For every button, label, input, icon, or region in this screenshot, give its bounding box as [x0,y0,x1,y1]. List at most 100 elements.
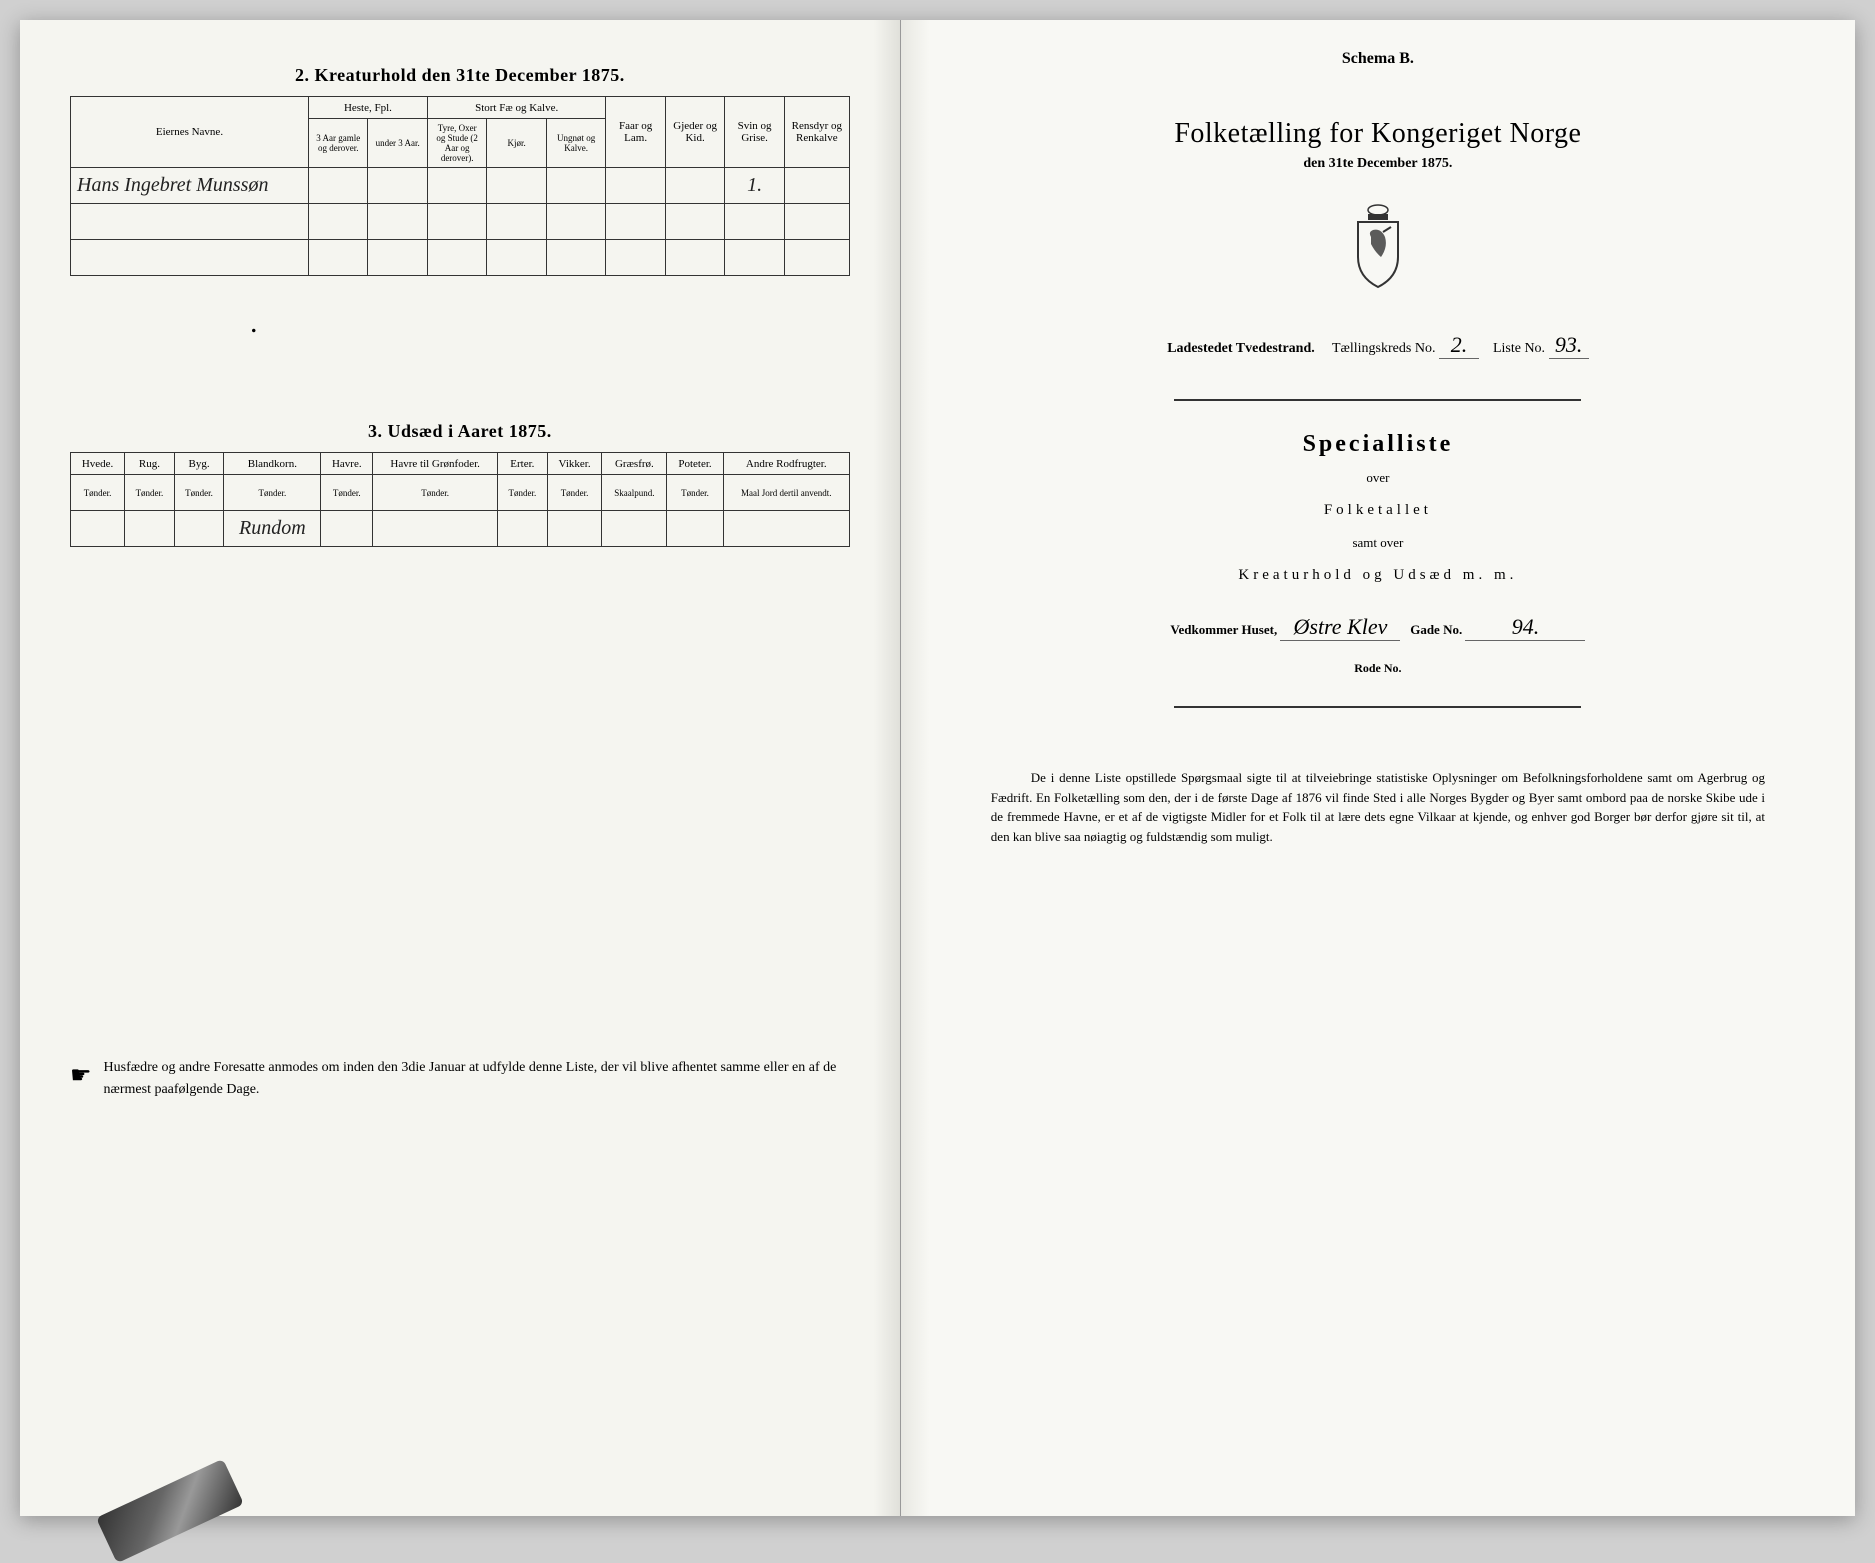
th-sub: Tønder. [498,475,548,511]
cell [665,204,724,240]
specialliste-title: Specialliste [971,431,1785,458]
cell [546,204,605,240]
th-sub: Tønder. [174,475,224,511]
liste-no: 93. [1549,332,1589,359]
cell [71,240,309,276]
kreds-label: Tællingskreds No. [1332,341,1435,356]
cell [308,168,367,204]
th-sub: Tønder. [321,475,373,511]
cell [784,168,849,204]
cell [308,204,367,240]
th-heste: Heste, Fpl. [308,97,427,119]
cell [308,240,367,276]
gade-label: Gade No. [1410,622,1462,637]
cell [487,204,546,240]
coat-of-arms-icon [1343,202,1413,292]
schema-label: Schema B. [971,50,1785,68]
cell [725,204,784,240]
th-ren: Rensdyr og Renkalve [784,97,849,168]
cell [368,168,427,204]
spec-folketallet: Folketallet [971,502,1785,519]
rode-line: Rode No. [971,661,1785,676]
th-faar: Faar og Lam. [606,97,665,168]
vedk-label: Vedkommer Huset, [1170,622,1277,637]
cell [606,240,665,276]
th-sub: Tønder. [71,475,125,511]
th-sub: Tønder. [224,475,321,511]
th-eiernes-navne: Eiernes Navne. [71,97,309,168]
th-gjeder: Gjeder og Kid. [665,97,724,168]
th-sub: Maal Jord dertil anvendt. [723,475,849,511]
spacer [70,577,850,977]
divider [1174,399,1581,401]
th-svin: Svin og Grise. [725,97,784,168]
table-row: Rundom [71,511,850,547]
table-row: Hans Ingebret Munssøn 1. [71,168,850,204]
th-hvede: Hvede. [71,453,125,475]
th-fae: Stort Fæ og Kalve. [427,97,605,119]
th-poteter: Poteter. [667,453,723,475]
cell [427,240,486,276]
vedkommer-line: Vedkommer Huset, Østre Klev Gade No. 94. [971,614,1785,641]
pen-object [96,1459,244,1563]
section2-title: 2. Kreaturhold den 31te December 1875. [70,65,850,86]
cell [667,511,723,547]
th-havre-gron: Havre til Grønfoder. [373,453,498,475]
main-title: Folketælling for Kongeriget Norge [971,118,1785,150]
th-heste-2: under 3 Aar. [368,119,427,168]
th-rug: Rug. [125,453,175,475]
th-havre: Havre. [321,453,373,475]
th-fae-1: Tyre, Oxer og Stude (2 Aar og derover). [427,119,486,168]
cell [427,168,486,204]
pointing-hand-icon: ☛ [70,1057,92,1095]
th-andre: Andre Rodfrugter. [723,453,849,475]
cell [487,240,546,276]
location-line: Ladestedet Tvedestrand. Tællingskreds No… [971,332,1785,359]
bottom-text: De i denne Liste opstillede Spørgsmaal s… [991,770,1765,844]
cell [321,511,373,547]
left-page: 2. Kreaturhold den 31te December 1875. E… [20,20,901,1516]
spacer: . [70,306,850,406]
cell [725,240,784,276]
seed-table: Hvede. Rug. Byg. Blandkorn. Havre. Havre… [70,452,850,547]
th-sub: Tønder. [667,475,723,511]
th-erter: Erter. [498,453,548,475]
spec-samt: samt over [971,535,1785,551]
right-page: Schema B. Folketælling for Kongeriget No… [901,20,1855,1516]
th-sub: Tønder. [373,475,498,511]
divider [1174,706,1581,708]
cell-svin: 1. [725,168,784,204]
cell [487,168,546,204]
cell [546,168,605,204]
gade-no: 94. [1465,614,1585,641]
cell [125,511,175,547]
book-spread: 2. Kreaturhold den 31te December 1875. E… [20,20,1855,1516]
cell [427,204,486,240]
cell [498,511,548,547]
liste-label: Liste No. [1493,341,1545,356]
cell [368,240,427,276]
th-sub: Skaalpund. [602,475,667,511]
cell [606,204,665,240]
cell: Rundom [224,511,321,547]
cell [174,511,224,547]
th-sub: Tønder. [125,475,175,511]
cell [665,168,724,204]
cell [723,511,849,547]
cell [784,240,849,276]
cell [373,511,498,547]
table-row [71,240,850,276]
th-vikker: Vikker. [547,453,602,475]
th-byg: Byg. [174,453,224,475]
cell [602,511,667,547]
livestock-table: Eiernes Navne. Heste, Fpl. Stort Fæ og K… [70,96,850,276]
location-prefix: Ladestedet Tvedestrand. [1167,341,1315,356]
th-heste-1: 3 Aar gamle og derover. [308,119,367,168]
cell [665,240,724,276]
th-graesfroe: Græsfrø. [602,453,667,475]
cell [71,511,125,547]
cell [368,204,427,240]
vedk-value: Østre Klev [1280,614,1400,641]
subtitle: den 31te December 1875. [971,156,1785,172]
spec-kreaturhold: Kreaturhold og Udsæd m. m. [971,567,1785,584]
